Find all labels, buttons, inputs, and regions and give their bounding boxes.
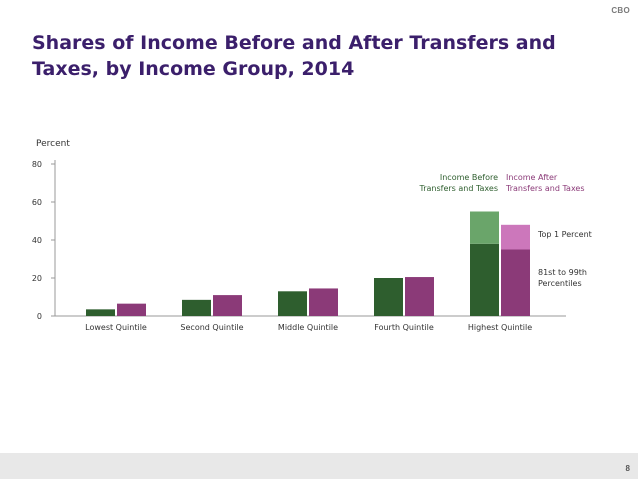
page-title: Shares of Income Before and After Transf… bbox=[32, 32, 556, 80]
x-tick-label: Lowest Quintile bbox=[85, 323, 147, 332]
bar-before-top1-highest bbox=[470, 211, 499, 244]
bar-after-3 bbox=[309, 288, 338, 316]
bar-after-2 bbox=[213, 295, 242, 316]
y-tick-label: 20 bbox=[32, 274, 42, 283]
bar-after-81-99-highest bbox=[501, 249, 530, 316]
y-tick-label: 40 bbox=[32, 236, 42, 245]
annotation-top-1-percent: Top 1 Percent bbox=[537, 230, 592, 239]
legend-after: Income After Transfers and Taxes bbox=[505, 173, 585, 193]
bar-after-4 bbox=[405, 277, 434, 316]
legend-before: Income Before Transfers and Taxes bbox=[418, 173, 498, 193]
bar-before-2 bbox=[182, 299, 211, 316]
bar-after-1 bbox=[117, 303, 146, 316]
bar-before-1 bbox=[86, 309, 115, 316]
annotation-81-99-percentiles: 81st to 99th Percentiles bbox=[538, 268, 587, 288]
y-tick-label: 0 bbox=[37, 312, 42, 321]
y-tick-label: 80 bbox=[32, 160, 42, 169]
bar-before-3 bbox=[278, 291, 307, 316]
x-tick-label: Highest Quintile bbox=[468, 323, 532, 332]
bar-before-81-99-highest bbox=[470, 243, 499, 316]
bar-before-4 bbox=[374, 278, 403, 316]
page-number: 8 bbox=[625, 464, 630, 473]
x-tick-label: Fourth Quintile bbox=[374, 323, 434, 332]
x-tick-label: Middle Quintile bbox=[278, 323, 338, 332]
y-tick-label: 60 bbox=[32, 198, 42, 207]
cbo-logo: CBO bbox=[611, 6, 630, 15]
footer-bar bbox=[0, 453, 638, 479]
bar-after-top1-highest bbox=[501, 224, 530, 250]
y-axis-label: Percent bbox=[36, 139, 70, 149]
x-tick-label: Second Quintile bbox=[180, 323, 243, 332]
